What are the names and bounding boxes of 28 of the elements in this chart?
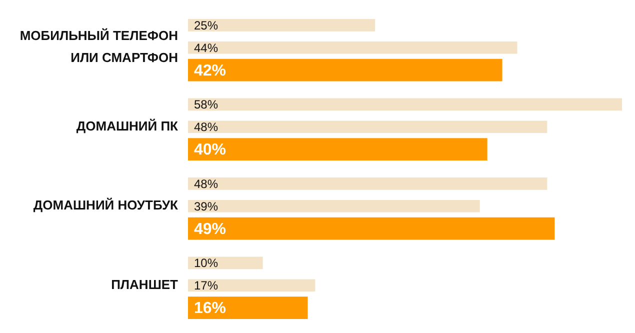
y-tick-label: ДОМАШНИЙ ПК <box>76 118 178 134</box>
data-label: 40% <box>194 142 226 159</box>
bar <box>188 18 376 32</box>
data-label: 42% <box>194 62 226 80</box>
bar <box>188 256 263 270</box>
bar <box>188 120 548 134</box>
y-tick-label: ПЛАНШЕТ <box>111 276 178 292</box>
data-label: 58% <box>194 98 218 112</box>
bar <box>188 138 488 161</box>
data-label: 44% <box>194 40 218 55</box>
bar <box>188 200 480 212</box>
data-label: 25% <box>194 18 218 32</box>
data-label: 17% <box>194 278 218 293</box>
bar <box>188 177 548 190</box>
data-label: 49% <box>194 220 226 238</box>
bar <box>188 98 622 111</box>
bar <box>188 296 308 320</box>
data-label: 39% <box>194 199 218 214</box>
bar <box>188 279 316 292</box>
y-tick-label: МОБИЛЬНЫЙ ТЕЛЕФОН ИЛИ СМАРТФОН <box>20 28 178 66</box>
data-label: 16% <box>194 300 226 318</box>
data-label: 48% <box>194 176 218 191</box>
data-label: 10% <box>194 256 218 270</box>
bar <box>188 41 518 54</box>
bar <box>188 58 502 82</box>
y-tick-label: ДОМАШНИЙ НОУТБУК <box>33 198 178 213</box>
data-label: 48% <box>194 120 218 134</box>
bar <box>188 217 555 240</box>
